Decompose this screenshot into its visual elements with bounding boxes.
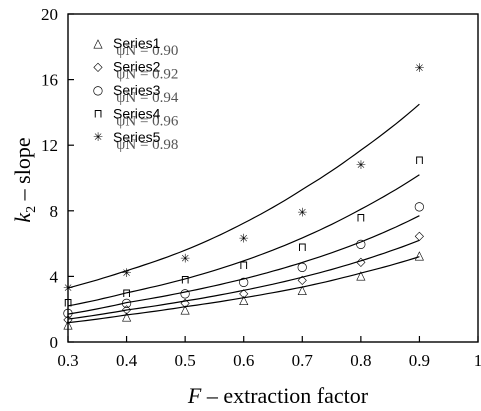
data-point-series2: ◇ [415,228,425,242]
data-point-series5: ✳ [180,251,190,265]
legend-marker: ✳ [93,130,103,144]
data-point-series2: ◇ [239,286,249,300]
trendline-series3 [67,215,420,315]
x-tick-label: 0.4 [116,351,138,370]
legend-label-extra: ψN = 0.94 [116,90,179,106]
y-axis-title-rest: – slope [10,137,35,205]
x-tick-label: 0.8 [350,351,371,370]
trendline-series1 [67,256,420,324]
data-point-series3: ○ [238,274,248,288]
x-axis: 0.3 0.4 0.5 0.6 0.7 0.8 0.9 1 [57,336,481,370]
y-axis-title-var: k [10,212,35,223]
data-point-series5: ✳ [63,281,73,295]
y-tick-label: 0 [50,333,59,352]
data-point-series4: ⊓ [239,258,248,272]
data-point-series5: ✳ [122,266,132,280]
legend-label-extra: ψN = 0.92 [116,67,178,83]
x-tick-label: 0.5 [175,351,196,370]
trendline-series5 [67,103,420,289]
x-axis-title-rest: – extraction factor [206,383,369,408]
data-point-series2: ◇ [356,255,366,269]
data-point-series1: △ [181,302,191,316]
y-tick-label: 20 [41,5,58,24]
trendlines [67,103,420,324]
data-point-series1: △ [356,268,366,282]
data-point-series1: △ [239,292,249,306]
data-point-series1: △ [298,283,308,297]
legend-label: Series4 [113,106,161,122]
data-point-series1: △ [63,317,73,331]
data-point-series3: ○ [297,260,307,274]
x-axis-title: F – extraction factor [187,383,369,408]
data-point-series3: ○ [63,305,73,319]
y-tick-label: 4 [50,267,59,286]
y-tick-label: 8 [50,202,59,221]
y-axis-title-sub: 2 [24,206,39,213]
y-axis-title: k2 – slope [10,137,39,222]
data-point-series2: ◇ [298,273,308,287]
legend-marker: △ [93,36,103,50]
legend-marker: ◇ [93,60,103,74]
data-point-series4: ⊓ [356,210,365,224]
data-point-series4: ⊓ [298,240,307,254]
data-point-series5: ✳ [414,61,424,75]
legend-marker: ⊓ [93,107,102,121]
legend-label-extra: ψN = 0.90 [116,43,178,59]
data-point-series2: ◇ [63,312,73,326]
x-tick-label: 1 [474,351,481,370]
legend-marker: ○ [93,83,103,97]
legend-label: Series3 [113,82,161,98]
data-point-series3: ○ [356,237,366,251]
data-point-series1: △ [415,248,425,262]
x-tick-label: 0.7 [292,351,314,370]
legend-label-extra: ψN = 0.98 [116,137,178,153]
data-point-series3: ○ [414,199,424,213]
legend-label: Series5 [113,129,161,145]
data-point-series5: ✳ [239,232,249,246]
x-tick-label: 0.6 [233,351,254,370]
x-tick-label: 0.3 [57,351,78,370]
data-point-series4: ⊓ [180,273,189,287]
legend-label: Series1 [113,35,161,51]
data-point-series2: ◇ [181,296,191,310]
legend-label-extra: ψN = 0.96 [116,114,179,130]
data-point-series2: ◇ [122,302,132,316]
data-point-series4: ⊓ [122,286,131,300]
plot-area [67,13,479,343]
trendline-series4 [67,174,420,307]
data-point-series3: ○ [121,296,131,310]
data-point-series4: ⊓ [415,153,424,167]
data-point-series5: ✳ [356,158,366,172]
data-point-series4: ⊓ [63,296,72,310]
y-tick-label: 16 [41,71,58,90]
data-point-series3: ○ [180,286,190,300]
x-tick-label: 0.9 [409,351,430,370]
data-point-series5: ✳ [297,205,307,219]
y-axis: 0 4 8 12 16 20 [41,5,74,352]
data-point-series1: △ [122,309,132,323]
trendline-series2 [67,239,420,320]
data-points: △△ △△△△△◇◇ ◇◇◇◇◇○○○○○○○⊓⊓⊓⊓⊓⊓⊓✳✳✳✳✳✳✳ [63,61,425,331]
plot-border [67,13,479,343]
legend-label: Series2 [113,59,161,75]
y-tick-label: 12 [41,136,58,155]
x-axis-title-var: F [187,383,202,408]
